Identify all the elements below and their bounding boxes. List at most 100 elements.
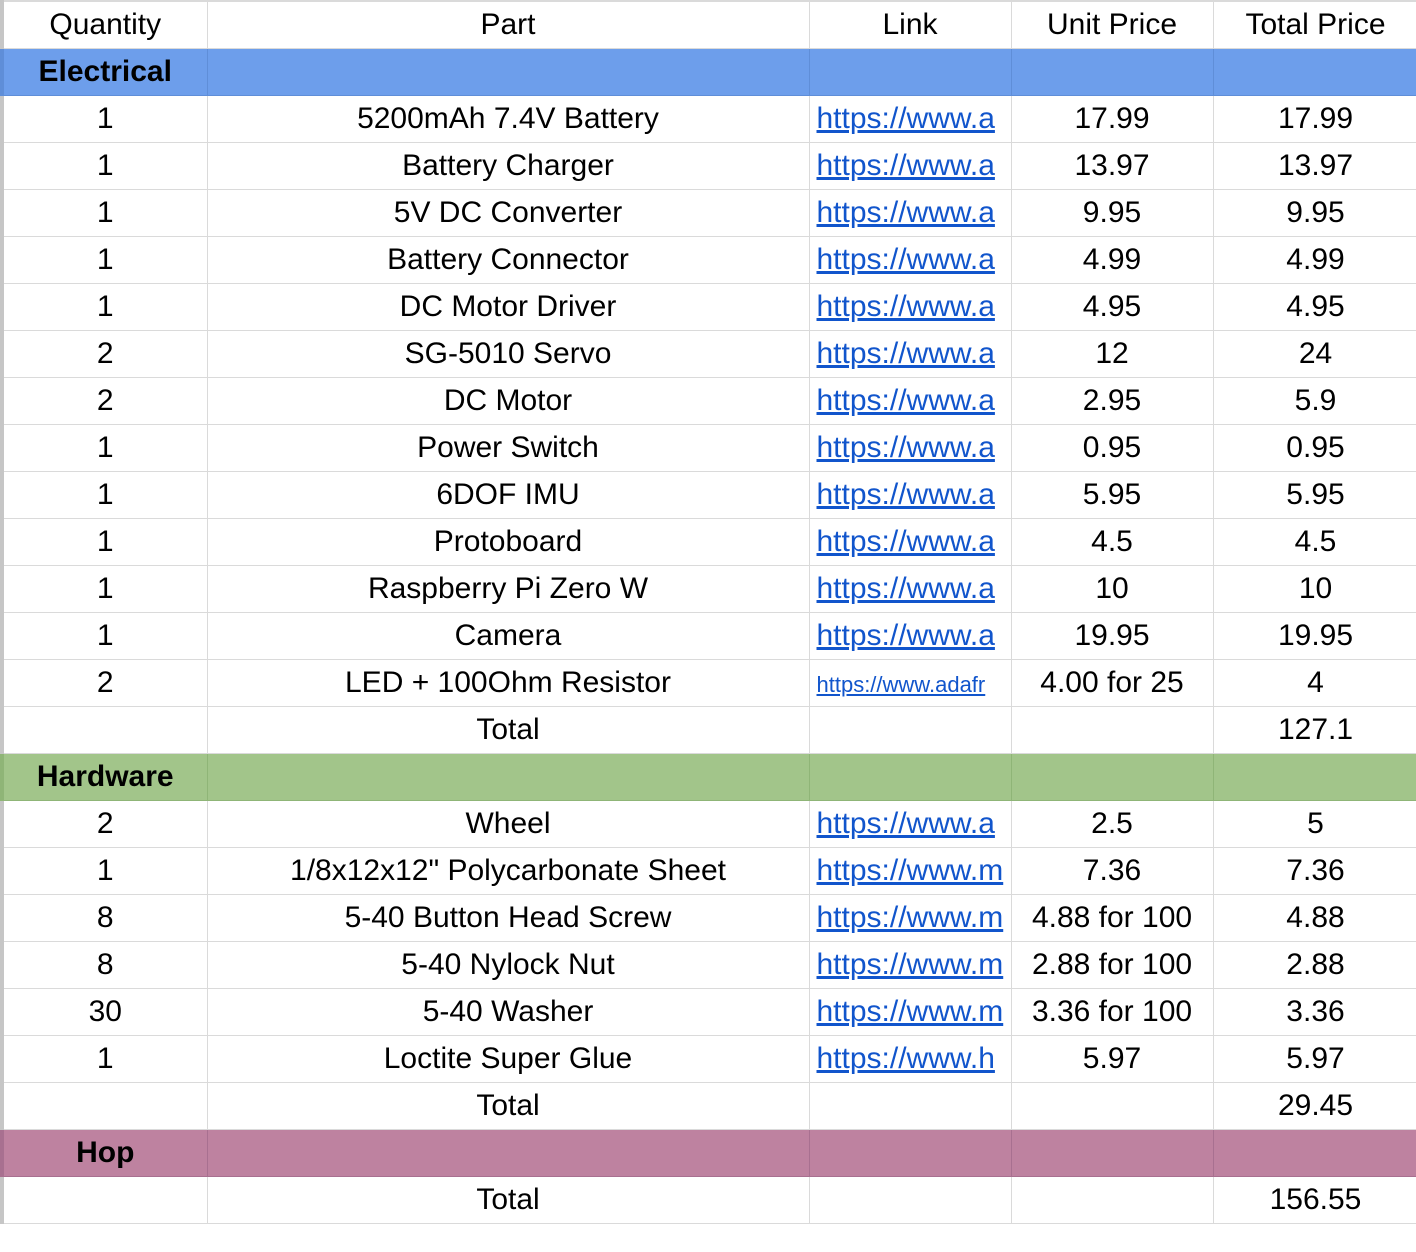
unit-price-cell[interactable]: 2.95 — [1011, 377, 1214, 425]
total-price-cell[interactable]: 10 — [1213, 565, 1416, 613]
part-link[interactable]: https://www.m — [816, 994, 1004, 1028]
unit-price-cell[interactable]: 5.95 — [1011, 471, 1214, 519]
part-link[interactable]: https://www.a — [816, 571, 995, 605]
quantity-cell[interactable]: 1 — [0, 847, 208, 895]
part-cell[interactable]: 1/8x12x12" Polycarbonate Sheet — [207, 847, 810, 895]
link-cell[interactable]: https://www.a — [809, 330, 1012, 378]
link-cell[interactable]: https://www.a — [809, 283, 1012, 331]
part-link[interactable]: https://www.adafr — [816, 671, 986, 697]
total-price-cell[interactable]: 19.95 — [1213, 612, 1416, 660]
part-cell[interactable]: DC Motor — [207, 377, 810, 425]
unit-price-cell[interactable]: 7.36 — [1011, 847, 1214, 895]
unit-price-cell[interactable]: 9.95 — [1011, 189, 1214, 237]
link-cell[interactable]: https://www.a — [809, 377, 1012, 425]
empty-cell[interactable] — [1213, 48, 1416, 96]
part-link[interactable]: https://www.a — [816, 806, 995, 840]
empty-cell[interactable] — [207, 48, 810, 96]
header-unit-price[interactable]: Unit Price — [1011, 0, 1214, 49]
empty-cell[interactable] — [207, 753, 810, 801]
total-price-cell[interactable]: 5.9 — [1213, 377, 1416, 425]
total-price-cell[interactable]: 2.88 — [1213, 941, 1416, 989]
link-cell[interactable]: https://www.a — [809, 424, 1012, 472]
total-price-cell[interactable]: 13.97 — [1213, 142, 1416, 190]
empty-cell[interactable] — [207, 1129, 810, 1177]
part-cell[interactable]: Protoboard — [207, 518, 810, 566]
quantity-cell[interactable]: 8 — [0, 941, 208, 989]
link-cell[interactable]: https://www.m — [809, 847, 1012, 895]
quantity-cell[interactable]: 1 — [0, 236, 208, 284]
link-cell[interactable]: https://www.h — [809, 1035, 1012, 1083]
part-cell[interactable]: 5-40 Washer — [207, 988, 810, 1036]
empty-cell[interactable] — [1011, 1176, 1214, 1224]
total-price-cell[interactable]: 3.36 — [1213, 988, 1416, 1036]
header-part[interactable]: Part — [207, 0, 810, 49]
quantity-cell[interactable]: 1 — [0, 471, 208, 519]
quantity-cell[interactable]: 1 — [0, 142, 208, 190]
part-link[interactable]: https://www.a — [816, 618, 995, 652]
part-link[interactable]: https://www.a — [816, 524, 995, 558]
unit-price-cell[interactable]: 0.95 — [1011, 424, 1214, 472]
total-label-cell[interactable]: Total — [207, 1176, 810, 1224]
total-price-cell[interactable]: 0.95 — [1213, 424, 1416, 472]
total-price-cell[interactable]: 4 — [1213, 659, 1416, 707]
link-cell[interactable]: https://www.a — [809, 612, 1012, 660]
link-cell[interactable]: https://www.a — [809, 95, 1012, 143]
unit-price-cell[interactable]: 17.99 — [1011, 95, 1214, 143]
part-link[interactable]: https://www.h — [816, 1041, 995, 1075]
part-cell[interactable]: Power Switch — [207, 424, 810, 472]
quantity-cell[interactable]: 1 — [0, 565, 208, 613]
link-cell[interactable]: https://www.a — [809, 142, 1012, 190]
quantity-cell[interactable]: 1 — [0, 518, 208, 566]
empty-cell[interactable] — [809, 1176, 1012, 1224]
total-price-cell[interactable]: 4.99 — [1213, 236, 1416, 284]
part-link[interactable]: https://www.a — [816, 195, 995, 229]
part-cell[interactable]: Camera — [207, 612, 810, 660]
empty-cell[interactable] — [1213, 753, 1416, 801]
electrical-section-label[interactable]: Electrical — [0, 48, 208, 96]
part-cell[interactable]: Battery Charger — [207, 142, 810, 190]
link-cell[interactable]: https://www.a — [809, 800, 1012, 848]
link-cell[interactable]: https://www.m — [809, 988, 1012, 1036]
empty-cell[interactable] — [0, 1082, 208, 1130]
part-link[interactable]: https://www.a — [816, 477, 995, 511]
quantity-cell[interactable]: 2 — [0, 330, 208, 378]
part-cell[interactable]: 5-40 Button Head Screw — [207, 894, 810, 942]
quantity-cell[interactable]: 1 — [0, 95, 208, 143]
unit-price-cell[interactable]: 5.97 — [1011, 1035, 1214, 1083]
part-link[interactable]: https://www.a — [816, 289, 995, 323]
quantity-cell[interactable]: 1 — [0, 283, 208, 331]
empty-cell[interactable] — [1011, 48, 1214, 96]
empty-cell[interactable] — [809, 1082, 1012, 1130]
part-cell[interactable]: 5V DC Converter — [207, 189, 810, 237]
unit-price-cell[interactable]: 4.5 — [1011, 518, 1214, 566]
part-link[interactable]: https://www.a — [816, 242, 995, 276]
quantity-cell[interactable]: 2 — [0, 800, 208, 848]
link-cell[interactable]: https://www.a — [809, 189, 1012, 237]
link-cell[interactable]: https://www.a — [809, 236, 1012, 284]
empty-cell[interactable] — [1011, 1082, 1214, 1130]
empty-cell[interactable] — [809, 753, 1012, 801]
total-label-cell[interactable]: Total — [207, 706, 810, 754]
empty-cell[interactable] — [809, 706, 1012, 754]
part-link[interactable]: https://www.a — [816, 101, 995, 135]
unit-price-cell[interactable]: 10 — [1011, 565, 1214, 613]
part-link[interactable]: https://www.m — [816, 853, 1004, 887]
part-link[interactable]: https://www.a — [816, 383, 995, 417]
part-cell[interactable]: 5-40 Nylock Nut — [207, 941, 810, 989]
unit-price-cell[interactable]: 2.88 for 100 — [1011, 941, 1214, 989]
unit-price-cell[interactable]: 4.99 — [1011, 236, 1214, 284]
quantity-cell[interactable]: 30 — [0, 988, 208, 1036]
part-link[interactable]: https://www.a — [816, 430, 995, 464]
link-cell[interactable]: https://www.a — [809, 518, 1012, 566]
part-link[interactable]: https://www.a — [816, 336, 995, 370]
link-cell[interactable]: https://www.m — [809, 894, 1012, 942]
part-cell[interactable]: Battery Connector — [207, 236, 810, 284]
empty-cell[interactable] — [1011, 1129, 1214, 1177]
total-price-cell[interactable]: 24 — [1213, 330, 1416, 378]
empty-cell[interactable] — [1011, 706, 1214, 754]
part-cell[interactable]: SG-5010 Servo — [207, 330, 810, 378]
part-cell[interactable]: Wheel — [207, 800, 810, 848]
part-link[interactable]: https://www.m — [816, 900, 1004, 934]
unit-price-cell[interactable]: 2.5 — [1011, 800, 1214, 848]
hop-section-label[interactable]: Hop — [0, 1129, 208, 1177]
